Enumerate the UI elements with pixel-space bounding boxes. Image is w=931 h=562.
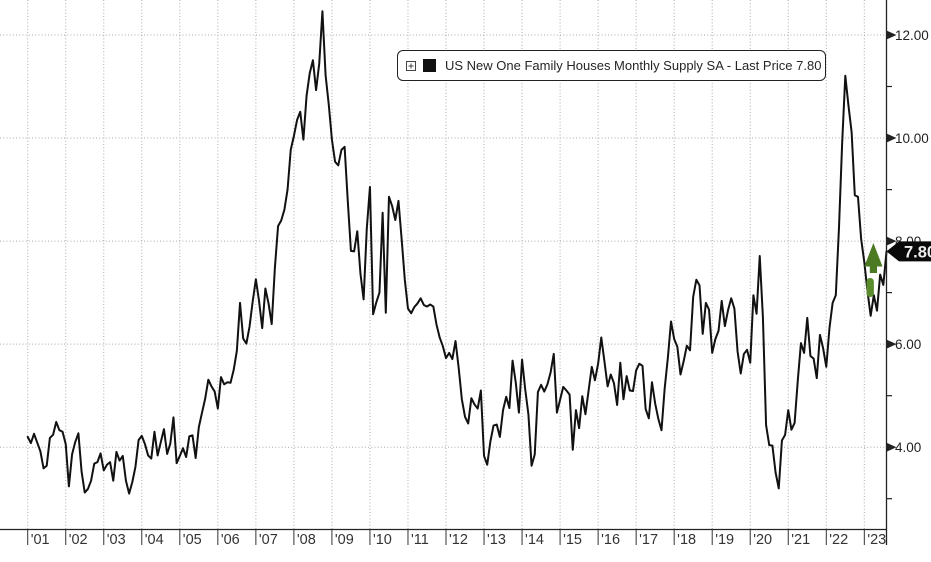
svg-text:'23: '23 (867, 532, 886, 548)
svg-text:10.00: 10.00 (895, 131, 929, 146)
svg-text:'16: '16 (601, 532, 620, 548)
svg-text:'05: '05 (183, 532, 202, 548)
svg-text:6.00: 6.00 (895, 337, 921, 352)
svg-text:'02: '02 (69, 532, 88, 548)
svg-text:'15: '15 (563, 532, 582, 548)
svg-text:'01: '01 (31, 532, 50, 548)
svg-text:'11: '11 (411, 532, 429, 548)
svg-text:'08: '08 (297, 532, 316, 548)
svg-text:'10: '10 (373, 532, 392, 548)
svg-text:'18: '18 (677, 532, 696, 548)
svg-text:8.00: 8.00 (895, 234, 921, 249)
svg-text:'14: '14 (525, 532, 544, 548)
svg-text:'04: '04 (145, 532, 164, 548)
svg-text:'03: '03 (107, 532, 126, 548)
svg-text:4.00: 4.00 (895, 440, 921, 455)
svg-text:'09: '09 (335, 532, 354, 548)
svg-text:'06: '06 (221, 532, 240, 548)
svg-text:'17: '17 (639, 532, 658, 548)
svg-text:'22: '22 (829, 532, 848, 548)
svg-text:'07: '07 (259, 532, 278, 548)
svg-text:'13: '13 (487, 532, 506, 548)
svg-text:'12: '12 (449, 532, 468, 548)
svg-text:'21: '21 (791, 532, 810, 548)
svg-text:'20: '20 (753, 532, 772, 548)
svg-text:12.00: 12.00 (895, 28, 929, 43)
svg-text:'19: '19 (715, 532, 734, 548)
